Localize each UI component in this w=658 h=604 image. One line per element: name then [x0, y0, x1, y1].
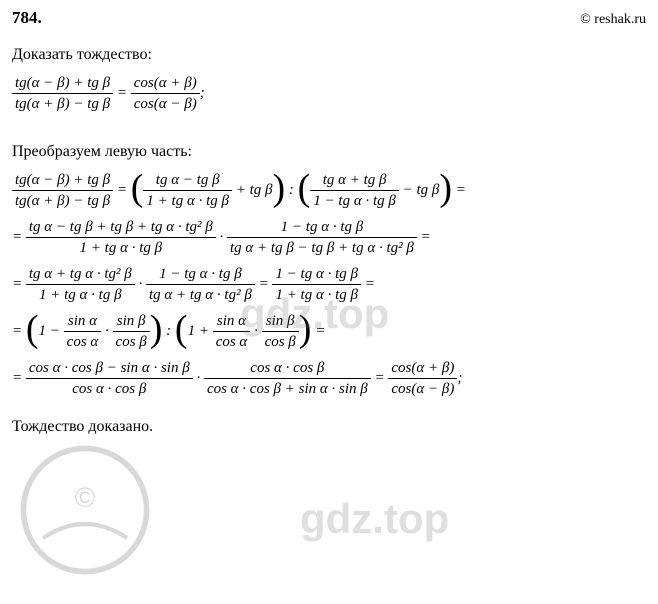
equation-to-prove: tg(α − β) + tg βtg(α + β) − tg β = cos(α… — [12, 74, 646, 113]
derivation-line-5: = cos α · cos β − sin α · sin βcos α · c… — [12, 359, 646, 398]
conclusion: Тождество доказано. — [12, 418, 646, 436]
source-link: © reshak.ru — [580, 12, 646, 28]
transform-label: Преобразуем левую часть: — [12, 143, 646, 161]
derivation-line-2: = tg α − tg β + tg β + tg α · tg² β1 + t… — [12, 218, 646, 257]
prove-label: Доказать тождество: — [12, 46, 646, 64]
watermark-reshak-icon: © — [15, 440, 155, 580]
watermark-gdz-2: gdz.top — [300, 495, 449, 543]
svg-text:©: © — [75, 482, 96, 513]
problem-number: 784. — [12, 8, 42, 28]
derivation-line-1: tg(α − β) + tg βtg(α + β) − tg β = (tg α… — [12, 171, 646, 210]
watermark-gdz-1: gdz.top — [240, 290, 389, 338]
